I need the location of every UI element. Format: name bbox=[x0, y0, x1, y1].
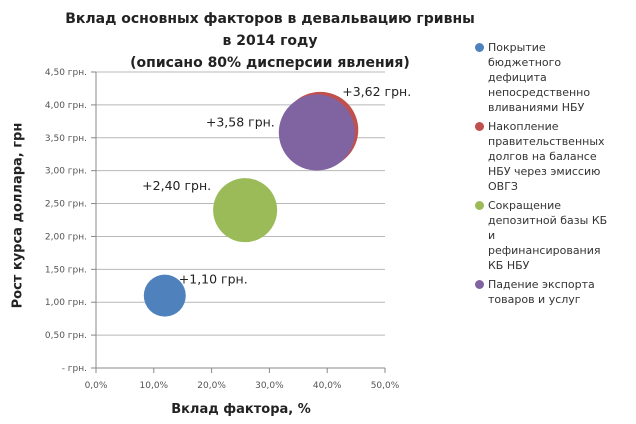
bubble bbox=[213, 178, 278, 243]
legend-label: Накопление bbox=[488, 120, 559, 133]
y-tick-label: 3,50 грн. bbox=[45, 134, 87, 144]
legend-label: товаров и услуг bbox=[488, 293, 581, 306]
y-tick-label: 2,50 грн. bbox=[45, 200, 87, 210]
y-tick-label: 1,50 грн. bbox=[45, 265, 87, 275]
legend-marker-icon bbox=[475, 280, 484, 289]
y-tick-label: 4,50 грн. bbox=[45, 68, 87, 78]
legend: Покрытие бюджетного дефицита непосредственн… bbox=[474, 40, 634, 311]
legend-marker-icon bbox=[475, 43, 484, 52]
legend-item: Накопление правительственных долгов на бал… bbox=[474, 119, 634, 194]
legend-label: НБУ через эмиссию bbox=[488, 165, 601, 178]
y-axis-title: Рост курса доллара, грн bbox=[10, 122, 26, 309]
y-tick-label: 1,00 грн. bbox=[45, 298, 87, 308]
legend-label: долгов на балансе bbox=[488, 150, 597, 163]
data-label: +3,62 грн. bbox=[342, 84, 411, 99]
chart-title-main: Вклад основных факторов в девальвацию гр… bbox=[65, 11, 475, 49]
axes: - грн. 0,50 грн. 1,00 грн. 1,50 грн. 2,00 гр… bbox=[45, 68, 400, 391]
y-tick-label: - грн. bbox=[62, 364, 87, 374]
data-label: +1,10 грн. bbox=[179, 272, 248, 287]
legend-label: непосредственно bbox=[488, 86, 591, 99]
legend-marker-icon bbox=[475, 201, 484, 210]
y-tick-label: 2,00 грн. bbox=[45, 232, 87, 242]
bubbles bbox=[143, 91, 359, 317]
legend-label: и bbox=[488, 229, 496, 242]
x-tick-label: 20,0% bbox=[197, 381, 226, 391]
x-tick-label: 30,0% bbox=[255, 381, 284, 391]
legend-label: КБ НБУ bbox=[488, 259, 530, 272]
legend-label: Падение экспорта bbox=[488, 278, 595, 291]
x-tick-label: 40,0% bbox=[313, 381, 342, 391]
legend-label: Сокращение bbox=[488, 199, 562, 212]
chart-title: Вклад основных факторов в девальвацию гр… bbox=[60, 8, 480, 74]
legend-marker-icon bbox=[475, 122, 484, 131]
data-label: +3,58 грн. bbox=[206, 115, 275, 130]
data-label: +2,40 грн. bbox=[142, 178, 211, 193]
bubble bbox=[143, 274, 186, 317]
legend-item: Падение экспорта товаров и услуг bbox=[474, 277, 634, 307]
y-tick-label: 0,50 грн. bbox=[45, 331, 87, 341]
chart-subtitle: (описано 80% дисперсии явления) bbox=[130, 55, 410, 71]
legend-label: ОВГЗ bbox=[488, 180, 518, 193]
x-tick-label: 0,0% bbox=[85, 381, 108, 391]
data-labels: +1,10 грн. +3,62 грн. +2,40 грн. +3,58 грн. bbox=[142, 84, 411, 287]
x-tick-label: 10,0% bbox=[140, 381, 169, 391]
legend-label: рефинансирования bbox=[488, 244, 601, 257]
bubble bbox=[278, 94, 355, 171]
legend-item: Сокращение депозитной базы КБ и рефинансиро… bbox=[474, 198, 634, 273]
legend-item: Покрытие бюджетного дефицита непосредственн… bbox=[474, 40, 634, 115]
legend-label: правительственных bbox=[488, 135, 605, 148]
legend-label: дефицита bbox=[488, 71, 547, 84]
legend-label: депозитной базы КБ bbox=[488, 214, 608, 227]
legend-label: Покрытие bbox=[488, 41, 546, 54]
x-tick-label: 50,0% bbox=[371, 381, 400, 391]
y-tick-label: 4,00 грн. bbox=[45, 101, 87, 111]
x-axis-title: Вклад фактора, % bbox=[171, 402, 311, 417]
y-tick-label: 3,00 грн. bbox=[45, 167, 87, 177]
legend-label: вливаниями НБУ bbox=[488, 101, 585, 114]
legend-label: бюджетного bbox=[488, 56, 562, 69]
